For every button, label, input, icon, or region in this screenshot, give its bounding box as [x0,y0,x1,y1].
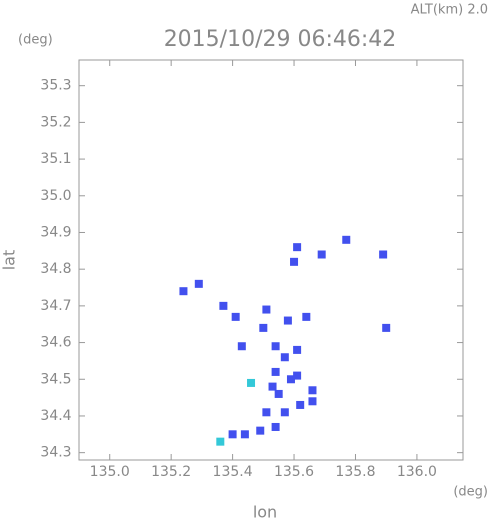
echo [290,257,299,266]
echo [296,400,305,409]
x-tick-label: 135.4 [213,464,253,480]
echo [268,382,277,391]
echo [262,305,271,314]
echo [271,422,280,431]
chart-title: 2015/10/29 06:46:42 [164,27,397,52]
x-tick-label: 135.0 [90,464,130,480]
echo [271,367,280,376]
y-tick-label: 34.3 [40,445,71,461]
echo [317,250,326,259]
x-unit: (deg) [453,485,488,500]
echo [240,430,249,439]
echo [308,386,317,395]
echo [293,345,302,354]
echo [247,378,256,387]
x-tick-label: 135.8 [335,464,375,480]
echo [271,342,280,351]
x-tick-label: 136.0 [397,464,437,480]
y-tick-label: 35.3 [40,78,71,94]
echo [308,397,317,406]
y-tick-label: 34.8 [40,261,71,277]
echo [302,312,311,321]
echo [379,250,388,259]
y-tick-label: 35.1 [40,151,71,167]
echo [280,408,289,417]
x-label: lon [253,503,277,522]
echo [228,430,237,439]
x-tick-label: 135.2 [151,464,191,480]
y-label: lat [0,250,19,271]
echo [280,353,289,362]
x-tick-label: 135.6 [274,464,314,480]
annotation: ALT(km) 2.0 [411,3,488,18]
y-tick-label: 34.6 [40,335,71,351]
echo [283,316,292,325]
y-tick-label: 34.9 [40,224,71,240]
echo [293,371,302,380]
echo [256,426,265,435]
y-tick-label: 35.0 [40,188,71,204]
echo [237,342,246,351]
y-unit: (deg) [18,33,53,48]
echo [259,323,268,332]
echo [286,375,295,384]
echo [179,287,188,296]
echo [293,243,302,252]
echo [274,389,283,398]
echo [219,301,228,310]
y-tick-label: 34.5 [40,371,71,387]
plot-frame [78,59,464,461]
echo [216,437,225,446]
echo [194,279,203,288]
echo [342,235,351,244]
echo [382,323,391,332]
echo [262,408,271,417]
echo [231,312,240,321]
y-tick-label: 35.2 [40,114,71,130]
y-tick-label: 34.4 [40,408,71,424]
y-tick-label: 34.7 [40,298,71,314]
